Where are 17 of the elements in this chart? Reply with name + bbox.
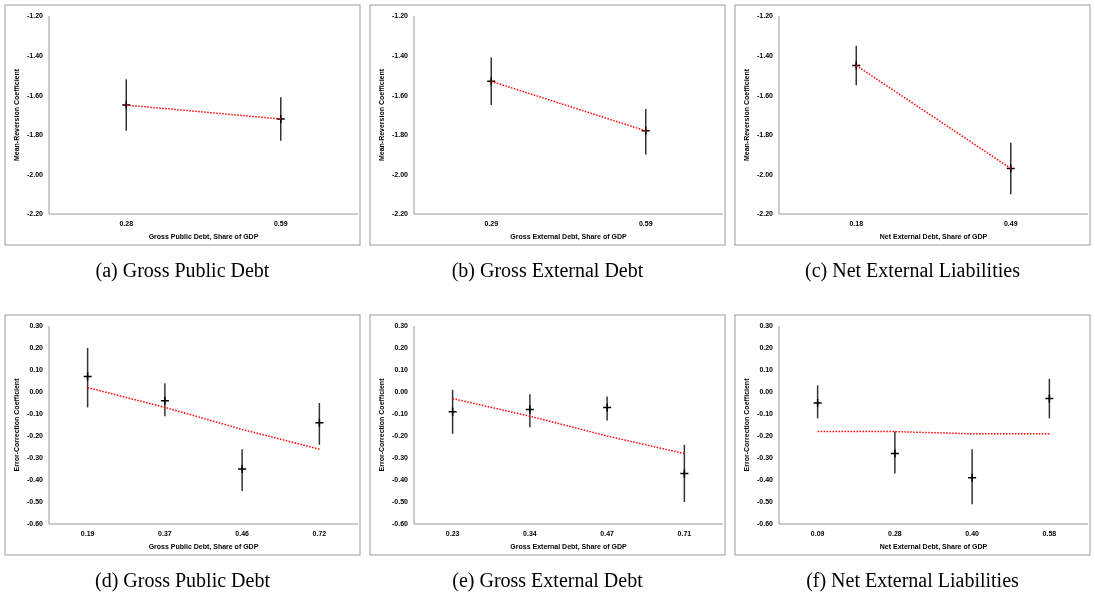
text: (a) Gross Public Debt (95, 259, 270, 282)
point (813, 399, 822, 407)
text: (d) Gross Public Debt (95, 569, 271, 592)
point (603, 403, 612, 412)
point (448, 407, 457, 416)
point (315, 418, 324, 427)
line-series (86, 386, 321, 450)
point (890, 449, 899, 458)
text: (e) Gross External Debt (452, 569, 644, 592)
line-series (451, 397, 686, 455)
text: (b) Gross External Debt (451, 259, 644, 282)
text: (f) Net External Liabilities (806, 569, 1020, 592)
text: (c) Net External Liabilities (805, 259, 1021, 282)
point (525, 405, 534, 414)
point (238, 465, 247, 473)
point (160, 396, 169, 405)
point (968, 473, 977, 482)
